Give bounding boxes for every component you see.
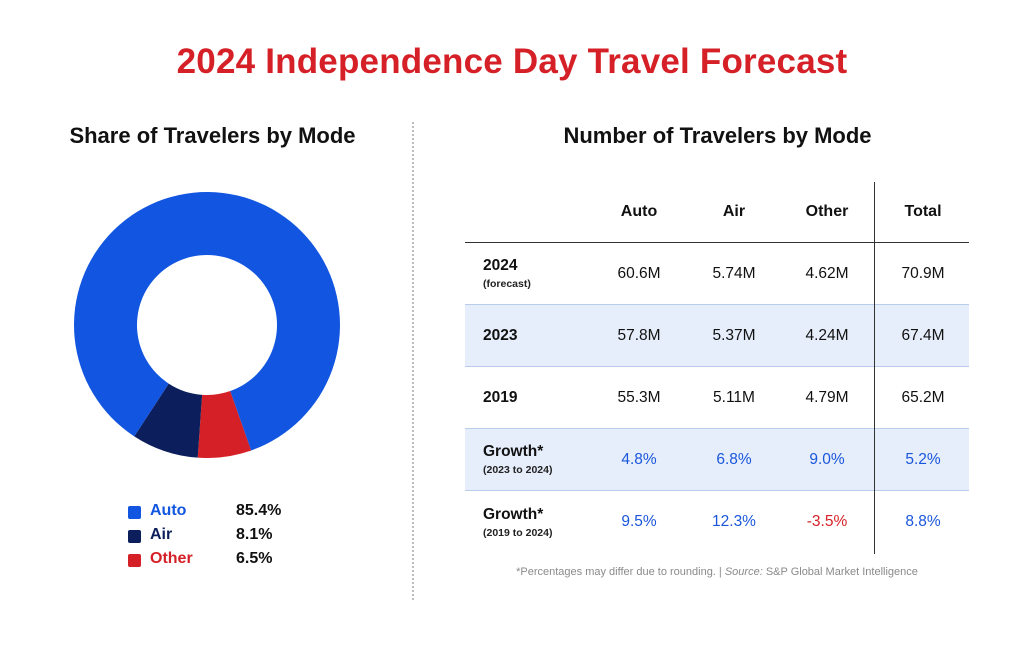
donut-legend: Auto 85.4% Air 8.1% Other 6.5% bbox=[128, 502, 308, 574]
cell-air: 5.74M bbox=[712, 264, 756, 282]
row-sublabel: (2019 to 2024) bbox=[483, 526, 553, 539]
source-label: Source: bbox=[724, 566, 763, 578]
legend-label-auto: Auto bbox=[150, 502, 187, 519]
row-label: Growth* (2019 to 2024) bbox=[483, 491, 613, 553]
table-row-growth-2023: Growth* (2023 to 2024) 4.8% 6.8% 9.0% 5.… bbox=[465, 429, 969, 491]
col-header-air: Air bbox=[722, 203, 746, 220]
cell-other: 4.62M bbox=[805, 264, 849, 282]
table-row-2023: 2023 57.8M 5.37M 4.24M 67.4M bbox=[465, 305, 969, 367]
legend-item-auto: Auto 85.4% bbox=[128, 502, 308, 526]
share-chart-title: Share of Travelers by Mode bbox=[69, 123, 356, 148]
row-label: 2024 (forecast) bbox=[483, 243, 613, 304]
row-sublabel: (forecast) bbox=[483, 278, 531, 290]
footnote: *Percentages may differ due to rounding.… bbox=[465, 566, 969, 578]
row-label: 2019 bbox=[483, 367, 613, 428]
row-sublabel: (2023 to 2024) bbox=[483, 464, 553, 476]
cell-other: -3.5% bbox=[806, 513, 848, 530]
legend-swatch-air bbox=[128, 530, 141, 543]
cell-other: 4.24M bbox=[805, 326, 849, 344]
cell-total: 8.8% bbox=[905, 513, 941, 530]
share-donut-chart bbox=[74, 192, 340, 458]
table-row-growth-2019: Growth* (2019 to 2024) 9.5% 12.3% -3.5% … bbox=[465, 491, 969, 553]
cell-auto: 9.5% bbox=[621, 513, 657, 530]
legend-value-auto: 85.4% bbox=[236, 502, 282, 519]
page-title: 2024 Independence Day Travel Forecast bbox=[176, 42, 848, 81]
donut-slice-other bbox=[197, 391, 252, 458]
table-header: Auto Air Other Total bbox=[465, 182, 969, 243]
table-row-2019: 2019 55.3M 5.11M 4.79M 65.2M bbox=[465, 367, 969, 429]
travelers-table-title: Number of Travelers by Mode bbox=[563, 123, 872, 148]
legend-value-other: 6.5% bbox=[236, 550, 273, 567]
cell-total: 70.9M bbox=[901, 264, 945, 282]
cell-air: 5.11M bbox=[713, 388, 755, 406]
row-label-text: Growth* bbox=[483, 505, 544, 523]
cell-total: 5.2% bbox=[905, 450, 941, 468]
cell-auto: 4.8% bbox=[621, 450, 657, 468]
row-label: 2023 bbox=[483, 305, 613, 366]
row-label: Growth* (2023 to 2024) bbox=[483, 429, 613, 490]
legend-value-air: 8.1% bbox=[236, 526, 273, 543]
row-label-text: 2019 bbox=[483, 388, 518, 406]
col-header-total: Total bbox=[904, 203, 942, 220]
cell-auto: 57.8M bbox=[617, 326, 661, 344]
cell-other: 4.79M bbox=[805, 388, 849, 406]
legend-label-air: Air bbox=[150, 526, 173, 543]
total-column-divider bbox=[874, 182, 875, 554]
cell-other: 9.0% bbox=[809, 450, 845, 468]
cell-total: 67.4M bbox=[901, 326, 945, 344]
col-header-other: Other bbox=[805, 203, 849, 220]
donut-slice-auto bbox=[74, 192, 340, 451]
cell-air: 6.8% bbox=[716, 450, 752, 468]
legend-label-other: Other bbox=[150, 550, 193, 567]
cell-air: 5.37M bbox=[712, 326, 756, 344]
cell-air: 12.3% bbox=[712, 513, 756, 530]
travelers-table: Auto Air Other Total 2024 (forecast) 60.… bbox=[465, 182, 969, 554]
footnote-text: *Percentages may differ due to rounding.… bbox=[516, 566, 725, 578]
legend-swatch-other bbox=[128, 554, 141, 567]
legend-item-air: Air 8.1% bbox=[128, 526, 308, 550]
panel-divider bbox=[412, 122, 414, 600]
row-label-text: Growth* bbox=[483, 443, 544, 460]
row-label-text: 2023 bbox=[483, 326, 518, 344]
legend-item-other: Other 6.5% bbox=[128, 550, 308, 574]
cell-total: 65.2M bbox=[901, 388, 945, 406]
row-label-text: 2024 bbox=[483, 257, 518, 274]
donut-slice-air bbox=[134, 383, 203, 458]
table-row-2024: 2024 (forecast) 60.6M 5.74M 4.62M 70.9M bbox=[465, 243, 969, 305]
cell-auto: 60.6M bbox=[617, 264, 661, 282]
legend-swatch-auto bbox=[128, 506, 141, 519]
col-header-auto: Auto bbox=[620, 203, 658, 220]
source-text: S&P Global Market Intelligence bbox=[762, 566, 918, 578]
cell-auto: 55.3M bbox=[617, 388, 661, 406]
